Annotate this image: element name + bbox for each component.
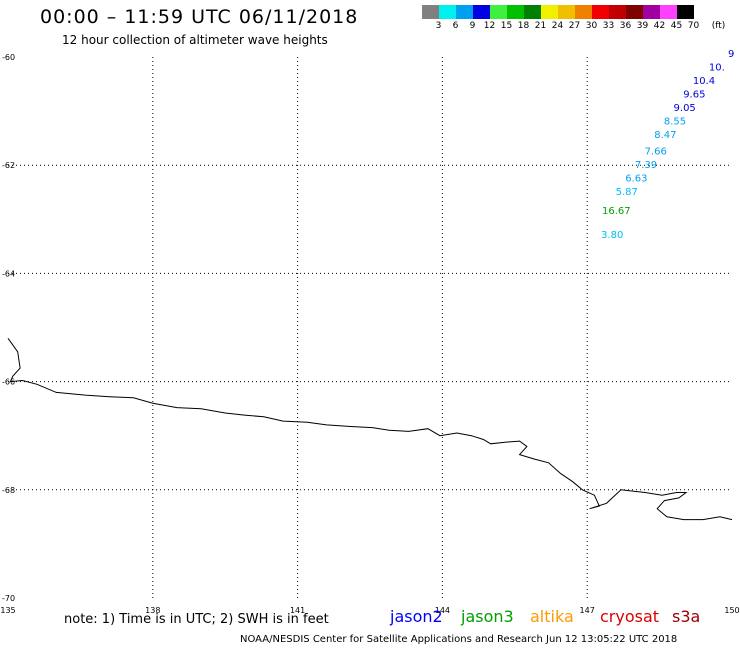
wave-height-label: 16.67: [602, 206, 631, 217]
legend-label: 39: [636, 21, 649, 31]
credit-line: NOAA/NESDIS Center for Satellite Applica…: [240, 634, 678, 645]
legend-swatch: [473, 5, 490, 19]
legend-swatch: [626, 5, 643, 19]
lat-tick-label: -60: [2, 53, 15, 62]
wave-height-label: 8.55: [664, 117, 686, 128]
lon-tick-label: 147: [580, 606, 595, 615]
legend-label: 30: [585, 21, 598, 31]
legend-label: 9: [469, 21, 476, 31]
legend-label: 15: [500, 21, 513, 31]
lat-tick-label: -66: [2, 378, 15, 387]
legend-unit: (ft): [711, 21, 726, 31]
wave-height-label: 3.80: [601, 230, 623, 241]
footnote: note: 1) Time is in UTC; 2) SWH is in fe…: [64, 612, 329, 627]
legend-swatch: [490, 5, 507, 19]
lon-tick-label: 135: [0, 606, 15, 615]
legend-swatch: [643, 5, 660, 19]
wave-height-label: 9.65: [683, 90, 705, 101]
wave-height-label: 10.4: [693, 76, 715, 87]
axis-tick-labels: 135 138 141 144 147 150 -60 -62 -64 -66 -68 -70: [0, 53, 739, 615]
wave-observations: 910. 10.4 9.65 9.05 8.55 8.47 7.66 7.39 6.63 5.87…: [601, 49, 734, 241]
legend-swatches: [422, 5, 694, 19]
lat-tick-label: -62: [2, 161, 15, 170]
wave-height-label: 8.47: [654, 130, 676, 141]
legend-swatch: [507, 5, 524, 19]
wave-height-label: 6.63: [625, 173, 647, 184]
legend-label: 42: [653, 21, 666, 31]
wave-height-label: 7.66: [645, 146, 667, 157]
lat-tick-label: -64: [2, 269, 15, 278]
legend-swatch: [660, 5, 677, 19]
legend-labels: (ft) 3 6 9 12 15 18 21 24 27 30 33 36 39 42 45 70: [422, 19, 726, 33]
lon-tick-label: 144: [435, 606, 450, 615]
legend-swatch: [558, 5, 575, 19]
lat-tick-label: -70: [2, 594, 15, 603]
legend-swatch: [541, 5, 558, 19]
coastline: [7, 338, 733, 521]
color-legend: (ft) 3 6 9 12 15 18 21 24 27 30 33 36 39 42 45 70: [422, 5, 726, 33]
legend-swatch: [609, 5, 626, 19]
legend-label: 18: [517, 21, 530, 31]
lon-tick-label: 150: [724, 606, 739, 615]
lat-tick-label: -68: [2, 486, 15, 495]
map-subtitle: 12 hour collection of altimeter wave hei…: [62, 33, 328, 47]
legend-label: 6: [452, 21, 459, 31]
legend-label: 24: [551, 21, 564, 31]
map-gridlines: [8, 57, 732, 598]
legend-label: 27: [568, 21, 581, 31]
legend-label: 45: [670, 21, 683, 31]
legend-swatch: [677, 5, 694, 19]
legend-swatch: [575, 5, 592, 19]
legend-label: 3: [435, 21, 442, 31]
wave-height-label: 5.87: [616, 187, 638, 198]
legend-swatch: [439, 5, 456, 19]
wave-height-label: 7.39: [635, 160, 657, 171]
lon-tick-label: 138: [145, 606, 160, 615]
map-title: 00:00 – 11:59 UTC 06/11/2018: [40, 6, 359, 28]
satellite-cryosat: cryosat: [600, 607, 660, 626]
legend-label: 70: [687, 21, 700, 31]
legend-swatch: [422, 5, 439, 19]
legend-label: 12: [483, 21, 496, 31]
wave-height-label: 9.05: [674, 103, 696, 114]
legend-swatch: [524, 5, 541, 19]
legend-label: 33: [602, 21, 615, 31]
legend-label: 36: [619, 21, 632, 31]
legend-swatch: [592, 5, 609, 19]
legend-label: 21: [534, 21, 547, 31]
satellite-jason2: jason2: [390, 607, 443, 626]
legend-swatch: [456, 5, 473, 19]
wave-height-label: 10.: [709, 63, 725, 74]
satellite-s3a: s3a: [672, 607, 701, 626]
lon-tick-label: 141: [290, 606, 305, 615]
satellite-jason3: jason3: [461, 607, 514, 626]
wave-height-label: 9: [728, 49, 734, 60]
satellite-altika: altika: [530, 607, 574, 626]
